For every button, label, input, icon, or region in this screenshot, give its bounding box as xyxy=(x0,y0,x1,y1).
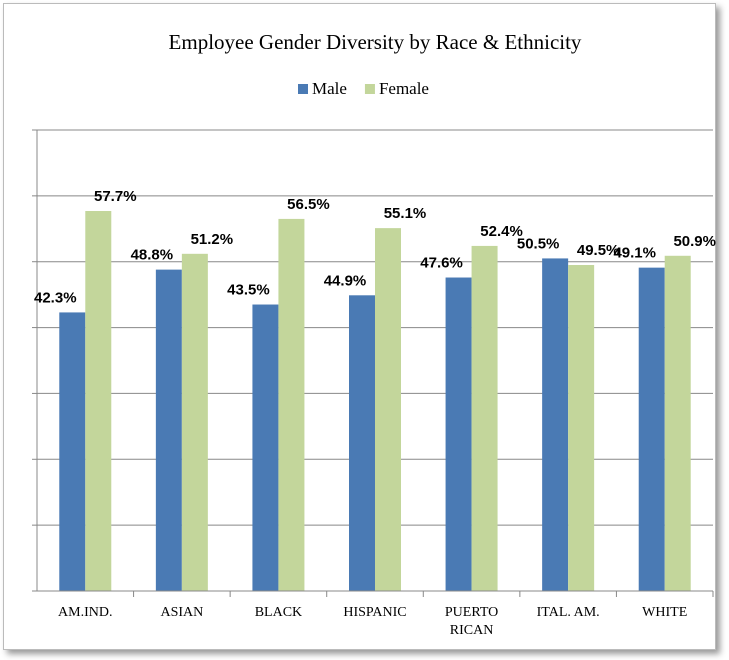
data-label: 50.9% xyxy=(673,233,716,250)
bar xyxy=(155,269,182,591)
bar xyxy=(349,295,375,591)
bar xyxy=(252,304,279,591)
x-tick-label: BLACK xyxy=(254,605,303,620)
data-label: 49.5% xyxy=(577,242,620,259)
x-tick-label: ASIAN xyxy=(160,605,204,620)
legend-swatch xyxy=(298,84,308,94)
bar xyxy=(181,253,208,591)
bar xyxy=(568,265,595,591)
x-tick-label: AM.IND. xyxy=(58,605,113,620)
data-label: 56.5% xyxy=(287,196,330,213)
data-label: 47.6% xyxy=(420,254,463,271)
bar xyxy=(445,277,472,591)
legend-label: Female xyxy=(379,79,429,98)
bar xyxy=(278,218,305,591)
data-label: 48.8% xyxy=(131,247,174,264)
x-tick-label: WHITE xyxy=(642,605,688,620)
legend-swatch xyxy=(364,84,375,94)
x-tick-label: PUERTO RICAN xyxy=(444,605,499,638)
bar xyxy=(542,258,569,591)
data-label: 42.3% xyxy=(34,289,77,306)
data-label: 51.2% xyxy=(191,231,234,248)
x-tick-label: HISPANIC xyxy=(343,605,407,620)
data-label: 57.7% xyxy=(94,188,137,205)
data-label: 43.5% xyxy=(227,281,270,298)
bar xyxy=(638,267,665,591)
data-label: 49.1% xyxy=(613,245,656,262)
x-tick-label: ITAL. AM. xyxy=(536,605,600,620)
legend-label: Male xyxy=(312,79,347,98)
data-label: 50.5% xyxy=(517,235,560,252)
data-label: 52.4% xyxy=(480,223,523,240)
chart-title: Employee Gender Diversity by Race & Ethn… xyxy=(169,30,582,54)
bar xyxy=(85,211,112,592)
data-label: 44.9% xyxy=(324,272,367,289)
bar xyxy=(59,312,86,591)
bar xyxy=(664,255,691,591)
bar xyxy=(471,245,498,591)
bar xyxy=(375,228,401,591)
data-label: 55.1% xyxy=(384,205,427,222)
